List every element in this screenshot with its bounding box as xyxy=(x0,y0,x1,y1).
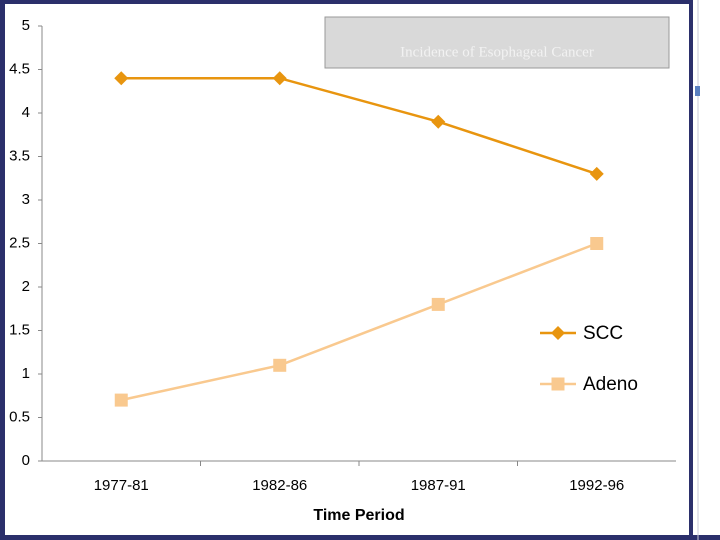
marker xyxy=(272,71,287,86)
legend-marker xyxy=(551,326,565,340)
y-tick-label: 2 xyxy=(22,278,30,295)
scrollbar-thumb[interactable] xyxy=(695,86,700,96)
x-tick-label: 1982-86 xyxy=(252,477,307,494)
y-tick-label: 2.5 xyxy=(9,234,30,251)
x-tick-label: 1987-91 xyxy=(411,477,466,494)
y-tick-label: 4.5 xyxy=(9,60,30,77)
title-box xyxy=(324,16,670,69)
marker xyxy=(589,166,604,181)
y-tick-label: 1 xyxy=(22,365,30,382)
y-tick-label: 0 xyxy=(22,452,30,469)
frame-top xyxy=(0,0,693,4)
y-tick-label: 3 xyxy=(22,191,30,208)
marker xyxy=(114,393,128,407)
frame-right xyxy=(689,0,693,540)
marker xyxy=(431,114,446,129)
x-tick-label: 1977-81 xyxy=(94,477,149,494)
frame-bottom xyxy=(0,535,720,540)
frame-left xyxy=(0,0,5,540)
marker xyxy=(114,71,129,86)
series-line xyxy=(121,76,598,176)
marker xyxy=(273,358,287,372)
y-tick-label: 1.5 xyxy=(9,321,30,338)
legend-marker xyxy=(551,377,565,391)
marker xyxy=(590,237,604,250)
y-tick-label: 0.5 xyxy=(9,408,30,425)
chart-title: Incidence of Esophageal Cancer xyxy=(400,44,594,60)
y-tick-label: 3.5 xyxy=(9,147,30,164)
y-tick-label: 4 xyxy=(22,104,30,121)
series-line xyxy=(120,242,598,402)
marker xyxy=(431,297,445,311)
x-axis-title: Time Period xyxy=(313,507,404,524)
y-tick-label: 5 xyxy=(22,17,30,34)
legend-label: SCC xyxy=(583,323,623,344)
x-tick-label: 1992-96 xyxy=(569,477,624,494)
legend-label: Adeno xyxy=(583,374,638,395)
